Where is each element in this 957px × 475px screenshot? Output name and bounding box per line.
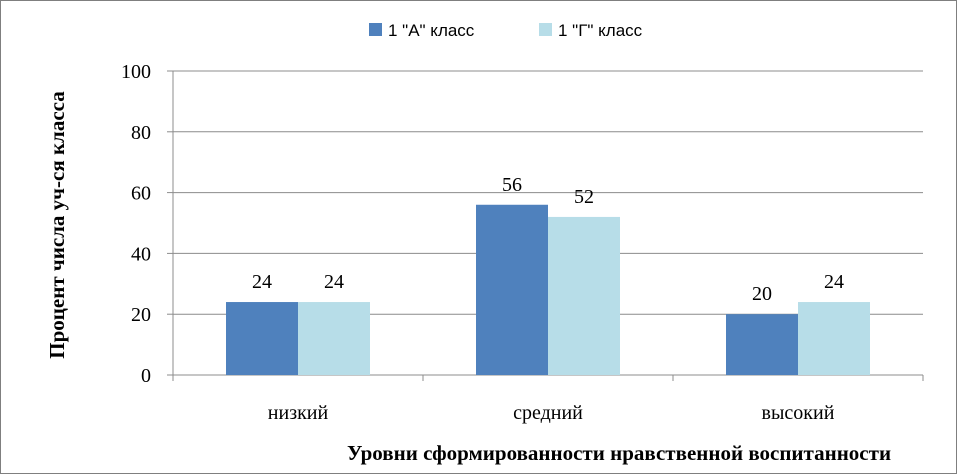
data-label: 20 bbox=[752, 283, 772, 305]
x-tick-label: средний bbox=[513, 402, 583, 424]
data-label: 24 bbox=[824, 271, 844, 293]
legend-label: 1 "Г" класс bbox=[558, 21, 643, 40]
x-tick-label: высокий bbox=[762, 402, 835, 424]
legend-swatch bbox=[369, 23, 382, 36]
y-tick-label: 60 bbox=[131, 183, 151, 205]
y-axis: 0 20 40 60 80 100 bbox=[121, 61, 174, 387]
bar bbox=[298, 302, 370, 375]
bar bbox=[476, 204, 548, 375]
bars bbox=[226, 204, 870, 375]
y-tick-label: 40 bbox=[131, 243, 151, 265]
bar bbox=[726, 314, 798, 375]
x-axis: низкий средний высокий bbox=[172, 374, 924, 424]
data-labels: 24 24 56 52 20 24 bbox=[252, 174, 844, 305]
bar bbox=[548, 216, 620, 375]
data-label: 52 bbox=[574, 186, 594, 208]
chart-legend: 1 "А" класс 1 "Г" класс bbox=[369, 21, 643, 40]
y-tick-label: 100 bbox=[121, 61, 151, 83]
bar bbox=[226, 302, 298, 375]
y-tick-label: 20 bbox=[131, 304, 151, 326]
legend-label: 1 "А" класс bbox=[388, 21, 475, 40]
data-label: 24 bbox=[252, 271, 272, 293]
x-axis-title: Уровни сформированности нравственной вос… bbox=[347, 441, 891, 465]
x-tick-label: низкий bbox=[268, 402, 329, 424]
data-label: 24 bbox=[324, 271, 344, 293]
y-tick-label: 80 bbox=[131, 122, 151, 144]
bar bbox=[798, 302, 870, 375]
y-axis-title: Процент числа уч-ся класса bbox=[45, 91, 69, 359]
y-tick-label: 0 bbox=[141, 365, 151, 387]
data-label: 56 bbox=[502, 174, 522, 196]
legend-swatch bbox=[539, 23, 552, 36]
